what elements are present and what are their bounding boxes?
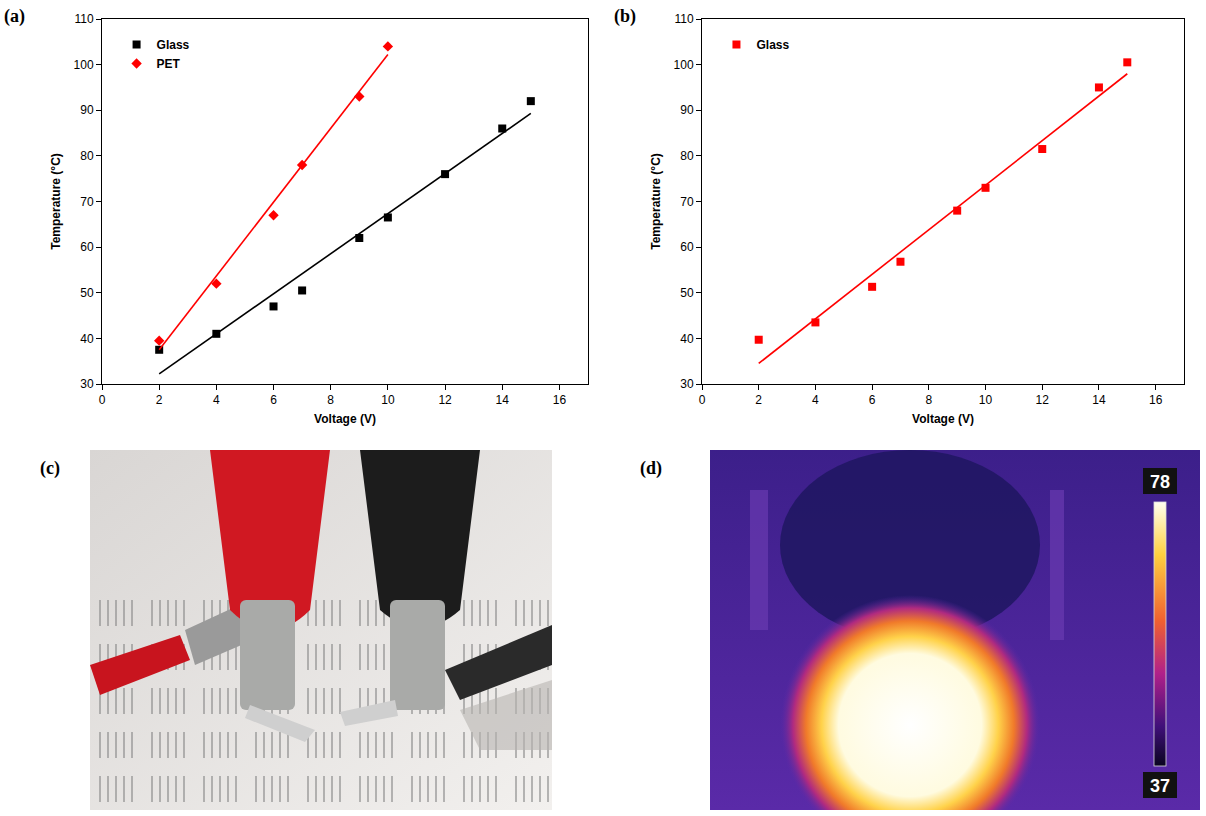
svg-text:4: 4 xyxy=(812,393,819,407)
svg-text:60: 60 xyxy=(80,240,94,254)
svg-text:6: 6 xyxy=(270,393,277,407)
svg-text:16: 16 xyxy=(1149,393,1163,407)
svg-text:12: 12 xyxy=(438,393,452,407)
svg-text:14: 14 xyxy=(1092,393,1106,407)
svg-text:50: 50 xyxy=(80,286,94,300)
svg-text:10: 10 xyxy=(381,393,395,407)
svg-text:12: 12 xyxy=(1036,393,1050,407)
html-text:(d): (d) xyxy=(640,458,662,478)
svg-text:Temperature (°C): Temperature (°C) xyxy=(649,153,663,250)
svg-text:40: 40 xyxy=(80,332,94,346)
svg-text:10: 10 xyxy=(979,393,993,407)
svg-text:90: 90 xyxy=(680,103,694,117)
svg-text:14: 14 xyxy=(496,393,510,407)
svg-text:80: 80 xyxy=(80,149,94,163)
svg-text:60: 60 xyxy=(680,240,694,254)
html-text:(c): (c) xyxy=(40,458,60,478)
svg-text:80: 80 xyxy=(680,149,694,163)
svg-text:0: 0 xyxy=(699,393,706,407)
svg-text:90: 90 xyxy=(80,103,94,117)
svg-text:Voltage (V): Voltage (V) xyxy=(314,412,376,426)
html-text:(a): (a) xyxy=(4,6,25,26)
svg-text:50: 50 xyxy=(680,286,694,300)
svg-text:100: 100 xyxy=(74,58,94,72)
html-text:(b): (b) xyxy=(614,6,636,26)
svg-text:37: 37 xyxy=(1150,776,1170,796)
svg-text:PET: PET xyxy=(157,57,181,71)
svg-text:16: 16 xyxy=(553,393,567,407)
svg-text:4: 4 xyxy=(213,393,220,407)
svg-text:110: 110 xyxy=(74,12,93,26)
svg-text:Glass: Glass xyxy=(157,38,190,52)
svg-text:110: 110 xyxy=(674,12,693,26)
svg-text:8: 8 xyxy=(925,393,932,407)
svg-text:100: 100 xyxy=(674,58,694,72)
svg-text:70: 70 xyxy=(80,195,94,209)
svg-text:8: 8 xyxy=(327,393,334,407)
svg-text:78: 78 xyxy=(1150,472,1170,492)
svg-text:Temperature (°C): Temperature (°C) xyxy=(49,153,63,250)
svg-text:30: 30 xyxy=(680,377,694,391)
svg-text:30: 30 xyxy=(80,377,94,391)
svg-text:6: 6 xyxy=(869,393,876,407)
svg-text:Voltage (V): Voltage (V) xyxy=(912,412,974,426)
svg-text:40: 40 xyxy=(680,332,694,346)
svg-text:2: 2 xyxy=(156,393,163,407)
svg-text:2: 2 xyxy=(755,393,762,407)
svg-text:70: 70 xyxy=(680,195,694,209)
svg-text:0: 0 xyxy=(99,393,106,407)
svg-text:Glass: Glass xyxy=(756,38,789,52)
